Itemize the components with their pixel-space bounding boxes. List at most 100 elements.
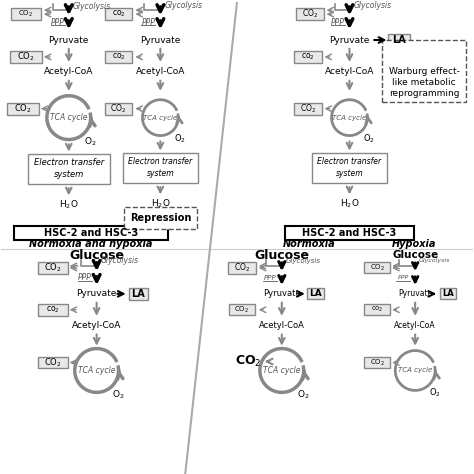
Text: LA: LA xyxy=(309,289,322,298)
Text: H$_2$O: H$_2$O xyxy=(340,197,359,210)
Text: Glycolysis: Glycolysis xyxy=(419,258,450,264)
Text: co$_2$: co$_2$ xyxy=(46,304,60,315)
Text: Acetyl-CoA: Acetyl-CoA xyxy=(44,67,93,76)
Text: Hypoxia: Hypoxia xyxy=(392,239,437,249)
Text: PPP: PPP xyxy=(330,18,345,27)
Text: co$_2$: co$_2$ xyxy=(371,305,383,314)
Text: PPP: PPP xyxy=(398,275,409,281)
Text: Glycolysis: Glycolysis xyxy=(73,2,111,11)
Bar xyxy=(365,356,390,368)
Text: Repression: Repression xyxy=(130,213,191,223)
Bar xyxy=(105,103,133,115)
Text: TCA cycle: TCA cycle xyxy=(398,367,432,374)
Text: O$_2$: O$_2$ xyxy=(297,388,310,401)
Text: O$_2$: O$_2$ xyxy=(429,386,441,399)
Text: co$_2$: co$_2$ xyxy=(301,52,315,62)
Bar xyxy=(383,40,466,102)
Text: CO$_2$: CO$_2$ xyxy=(234,262,250,274)
Text: TCA cycle: TCA cycle xyxy=(263,366,301,375)
Text: O$_2$: O$_2$ xyxy=(174,132,186,145)
Bar xyxy=(294,103,321,115)
Text: LA: LA xyxy=(132,289,146,299)
Bar xyxy=(7,103,39,115)
Text: PPP: PPP xyxy=(264,275,276,281)
Text: Glucose: Glucose xyxy=(254,248,310,262)
Text: Warburg effect-: Warburg effect- xyxy=(389,67,460,76)
Text: O$_2$: O$_2$ xyxy=(112,388,125,401)
Text: Glycolysis: Glycolysis xyxy=(100,256,139,265)
Text: Acetyl-CoA: Acetyl-CoA xyxy=(136,67,185,76)
Text: co$_2$: co$_2$ xyxy=(112,52,126,62)
Bar xyxy=(294,51,321,63)
Text: Acetyl-CoA: Acetyl-CoA xyxy=(325,67,374,76)
Text: PPP: PPP xyxy=(51,18,65,27)
Text: PPP: PPP xyxy=(141,18,155,27)
Bar xyxy=(38,304,68,316)
Text: H$_2$O: H$_2$O xyxy=(151,197,170,210)
Bar xyxy=(38,262,68,274)
Text: Acetyl-CoA: Acetyl-CoA xyxy=(259,321,305,330)
Text: CO$_2$: CO$_2$ xyxy=(110,102,127,115)
Text: Glycolysis: Glycolysis xyxy=(286,258,321,264)
Text: CO$_2$: CO$_2$ xyxy=(370,357,385,368)
Text: Pyruvate: Pyruvate xyxy=(49,36,89,45)
Text: H$_2$O: H$_2$O xyxy=(59,198,79,210)
Bar xyxy=(123,154,198,183)
Text: TCA cycle: TCA cycle xyxy=(78,366,115,375)
Text: CO$_2$: CO$_2$ xyxy=(17,51,35,63)
Text: Pyruvate: Pyruvate xyxy=(76,289,117,298)
Text: CO$_2$: CO$_2$ xyxy=(301,8,318,20)
Text: CO$_2$: CO$_2$ xyxy=(370,263,385,273)
Text: Pyruvate: Pyruvate xyxy=(263,289,301,298)
Text: CO$_2$: CO$_2$ xyxy=(235,305,249,315)
Text: Glucose: Glucose xyxy=(69,248,124,262)
Text: system: system xyxy=(336,169,363,178)
Text: Pyruvate: Pyruvate xyxy=(398,289,432,298)
Text: CO$_2$: CO$_2$ xyxy=(44,262,62,274)
Text: Electron transfer: Electron transfer xyxy=(128,157,192,166)
Text: HSC-2 and HSC-3: HSC-2 and HSC-3 xyxy=(44,228,138,238)
Text: Electron transfer: Electron transfer xyxy=(34,158,104,167)
Bar xyxy=(285,226,414,240)
Text: TCA cycle: TCA cycle xyxy=(332,115,366,121)
Bar xyxy=(14,226,168,240)
Bar xyxy=(365,263,390,273)
Text: O$_2$: O$_2$ xyxy=(364,132,375,145)
Text: O$_2$: O$_2$ xyxy=(84,135,97,148)
Text: Glycolysis: Glycolysis xyxy=(354,0,392,9)
Bar xyxy=(307,288,324,299)
Text: Glycolysis: Glycolysis xyxy=(164,0,202,9)
Text: CO$_2$: CO$_2$ xyxy=(14,102,32,115)
Bar xyxy=(229,304,255,315)
Text: Pyruvate: Pyruvate xyxy=(329,36,370,45)
Bar xyxy=(38,356,68,368)
Text: like metabolic: like metabolic xyxy=(392,78,456,87)
Text: CO$_2$: CO$_2$ xyxy=(300,102,316,115)
Bar xyxy=(128,288,148,300)
Text: co$_2$: co$_2$ xyxy=(112,9,126,19)
Text: reprogramming: reprogramming xyxy=(389,89,459,98)
Bar xyxy=(105,8,133,20)
Text: Electron transfer: Electron transfer xyxy=(318,157,382,166)
Text: PPP: PPP xyxy=(78,273,91,283)
Text: Acetyl-CoA: Acetyl-CoA xyxy=(72,321,121,330)
Text: TCA cycle: TCA cycle xyxy=(50,113,88,122)
Bar xyxy=(124,207,197,229)
Text: Normoxia and hypoxia: Normoxia and hypoxia xyxy=(29,239,153,249)
Bar xyxy=(388,34,410,46)
Text: Pyruvate: Pyruvate xyxy=(140,36,181,45)
Text: TCA cycle: TCA cycle xyxy=(143,115,177,121)
Bar xyxy=(365,304,390,315)
Bar xyxy=(296,8,324,20)
Text: CO$_2$: CO$_2$ xyxy=(18,9,34,19)
Bar xyxy=(439,288,456,299)
Text: system: system xyxy=(54,170,84,179)
Bar xyxy=(105,51,133,63)
Text: LA: LA xyxy=(392,35,406,45)
Text: Normoxia: Normoxia xyxy=(283,239,336,249)
Bar xyxy=(10,51,42,63)
Text: Acetyl-CoA: Acetyl-CoA xyxy=(394,321,436,330)
Bar xyxy=(228,262,256,274)
Bar xyxy=(312,154,387,183)
Text: Glucose: Glucose xyxy=(392,250,438,260)
